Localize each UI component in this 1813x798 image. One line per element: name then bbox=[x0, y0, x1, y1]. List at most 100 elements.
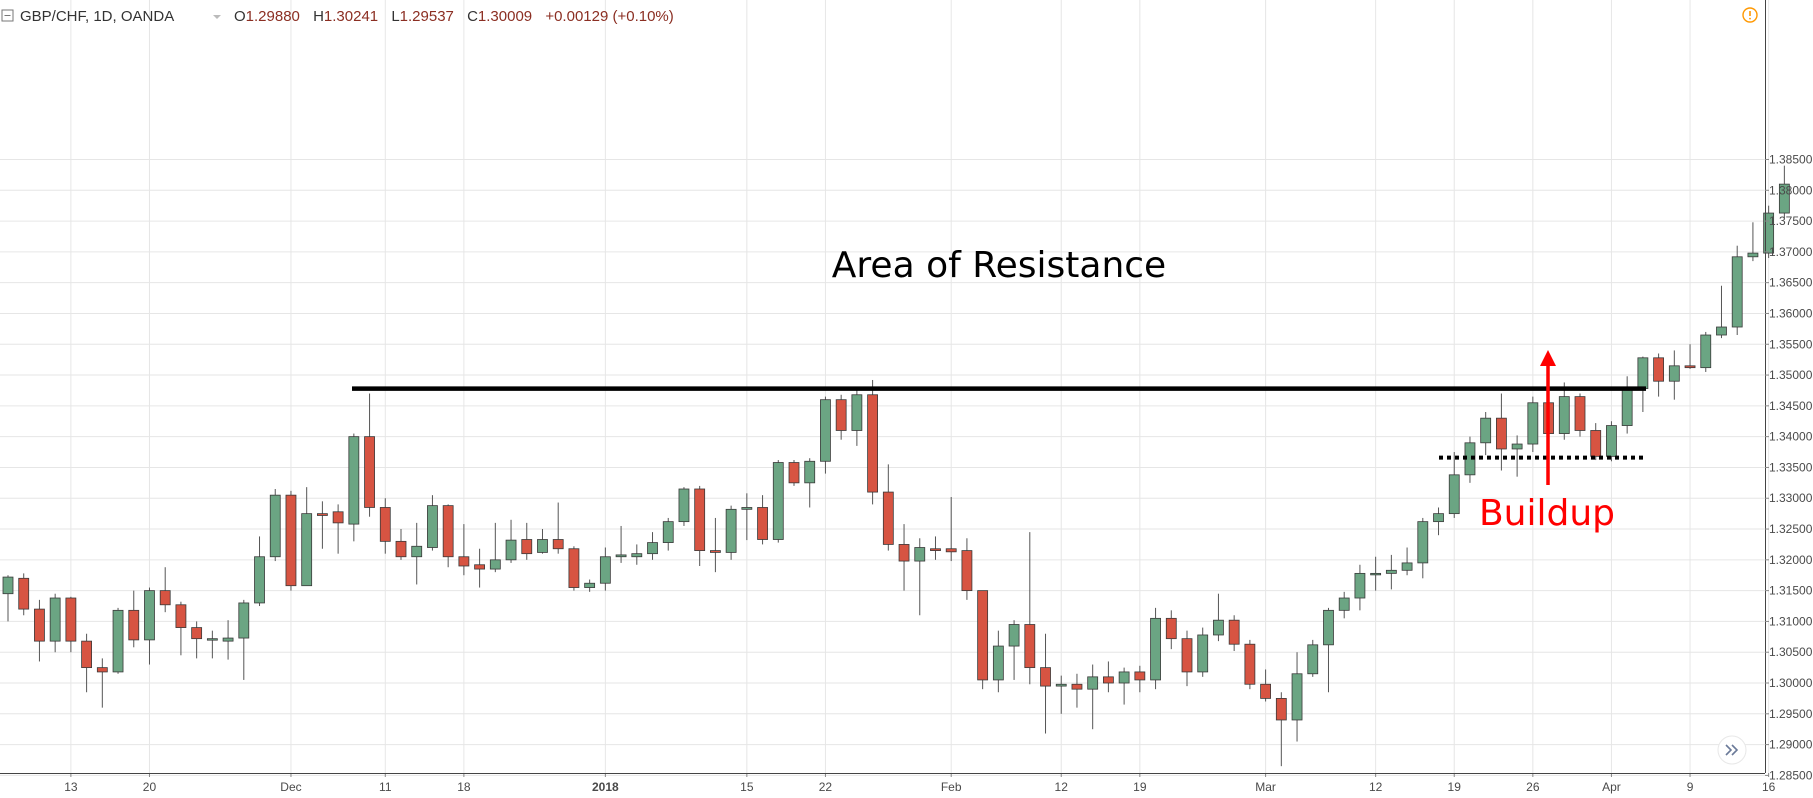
candle-body bbox=[316, 513, 328, 516]
candle-down bbox=[18, 573, 30, 616]
candle-down bbox=[757, 495, 768, 545]
candle-body bbox=[1668, 365, 1680, 382]
candle-body bbox=[1433, 513, 1444, 523]
candle-body bbox=[489, 559, 501, 570]
candle-body bbox=[427, 505, 438, 548]
candle-up bbox=[254, 536, 265, 607]
candle-body bbox=[1087, 676, 1099, 690]
candle-down bbox=[191, 621, 203, 659]
x-tick-label: 2018 bbox=[592, 780, 619, 794]
y-tick-label: 1.37000 bbox=[1769, 245, 1813, 259]
candle-up bbox=[1464, 436, 1476, 483]
chevron-down-icon[interactable] bbox=[213, 15, 221, 19]
candle-body bbox=[1228, 619, 1240, 645]
candle-down bbox=[175, 601, 187, 656]
candle-down bbox=[882, 464, 894, 551]
candle-up bbox=[1606, 421, 1617, 462]
candle-body bbox=[1558, 396, 1570, 434]
y-tick-label: 1.30000 bbox=[1769, 676, 1813, 690]
candle-up bbox=[1433, 507, 1444, 536]
candle-down bbox=[694, 485, 706, 566]
candle-body bbox=[505, 539, 517, 561]
candle-down bbox=[379, 498, 391, 554]
candle-up bbox=[1401, 547, 1413, 576]
candle-body bbox=[710, 550, 721, 553]
y-tick-label: 1.35000 bbox=[1769, 368, 1813, 382]
low-label: L bbox=[391, 8, 399, 25]
candle-down bbox=[835, 394, 847, 440]
y-tick-label: 1.28500 bbox=[1769, 768, 1813, 782]
candle-up bbox=[1087, 664, 1099, 730]
candle-up bbox=[741, 493, 753, 541]
candle-body bbox=[254, 556, 265, 604]
candle-up bbox=[772, 460, 784, 543]
candle-up bbox=[1055, 675, 1067, 714]
candle-body bbox=[206, 638, 218, 641]
open-value: 1.29880 bbox=[246, 8, 300, 25]
candle-down bbox=[1684, 344, 1696, 369]
candle-body bbox=[1417, 521, 1429, 564]
candle-body bbox=[301, 513, 313, 587]
y-tick-label: 1.36000 bbox=[1769, 306, 1813, 320]
symbol-title[interactable]: GBP/CHF, 1D, OANDA bbox=[20, 8, 174, 25]
candle-body bbox=[820, 399, 831, 462]
low-value: 1.29537 bbox=[400, 8, 454, 25]
candle-body bbox=[364, 436, 375, 508]
candle-up bbox=[301, 487, 313, 587]
candle-body bbox=[851, 394, 863, 431]
candle-body bbox=[615, 554, 627, 558]
x-tick-label: 12 bbox=[1369, 780, 1383, 794]
candles-layer bbox=[2, 165, 1790, 767]
candle-up bbox=[238, 599, 250, 680]
candle-body bbox=[159, 590, 171, 606]
candle-up bbox=[662, 517, 674, 551]
candle-up bbox=[1621, 376, 1633, 434]
candle-up bbox=[992, 630, 1004, 693]
candle-up bbox=[1370, 556, 1382, 591]
candle-body bbox=[411, 545, 423, 558]
candle-body bbox=[1621, 388, 1633, 426]
candle-body bbox=[1637, 357, 1649, 390]
y-tick-label: 1.31000 bbox=[1769, 614, 1813, 628]
y-tick-label: 1.32000 bbox=[1769, 553, 1813, 567]
collapse-icon[interactable] bbox=[1, 9, 14, 22]
candle-body bbox=[662, 521, 674, 543]
candle-body bbox=[1024, 624, 1036, 669]
candle-down bbox=[867, 379, 878, 505]
candle-body bbox=[144, 590, 155, 641]
scroll-to-realtime-button[interactable] bbox=[1717, 735, 1747, 765]
candle-up bbox=[1323, 607, 1334, 693]
candle-up bbox=[348, 433, 360, 542]
candle-body bbox=[1165, 617, 1177, 640]
candle-up bbox=[427, 495, 438, 551]
candle-body bbox=[1307, 644, 1319, 675]
x-tick-label: 15 bbox=[740, 780, 754, 794]
candle-body bbox=[1590, 430, 1602, 457]
y-tick-label: 1.32500 bbox=[1769, 522, 1813, 536]
candle-body bbox=[1606, 425, 1617, 457]
x-tick-label: Dec bbox=[280, 780, 301, 794]
candle-up bbox=[584, 579, 596, 592]
alert-icon[interactable] bbox=[1742, 7, 1758, 23]
candle-up bbox=[112, 607, 124, 674]
high-label: H bbox=[313, 8, 324, 25]
candle-down bbox=[788, 460, 800, 486]
candle-up bbox=[2, 575, 14, 622]
candle-body bbox=[1291, 673, 1303, 721]
candle-up bbox=[1150, 607, 1161, 690]
candle-up bbox=[1118, 667, 1130, 705]
candle-down bbox=[1496, 393, 1507, 471]
candle-body bbox=[647, 542, 658, 555]
candle-body bbox=[1354, 572, 1366, 599]
candle-body bbox=[1716, 326, 1727, 336]
candle-body bbox=[930, 548, 941, 551]
candle-body bbox=[1731, 256, 1743, 328]
candle-body bbox=[1338, 597, 1350, 611]
candle-body bbox=[474, 564, 486, 570]
candle-down bbox=[1134, 665, 1146, 693]
candle-down bbox=[364, 393, 375, 517]
candle-down bbox=[1024, 532, 1036, 685]
candle-down bbox=[1181, 630, 1193, 687]
